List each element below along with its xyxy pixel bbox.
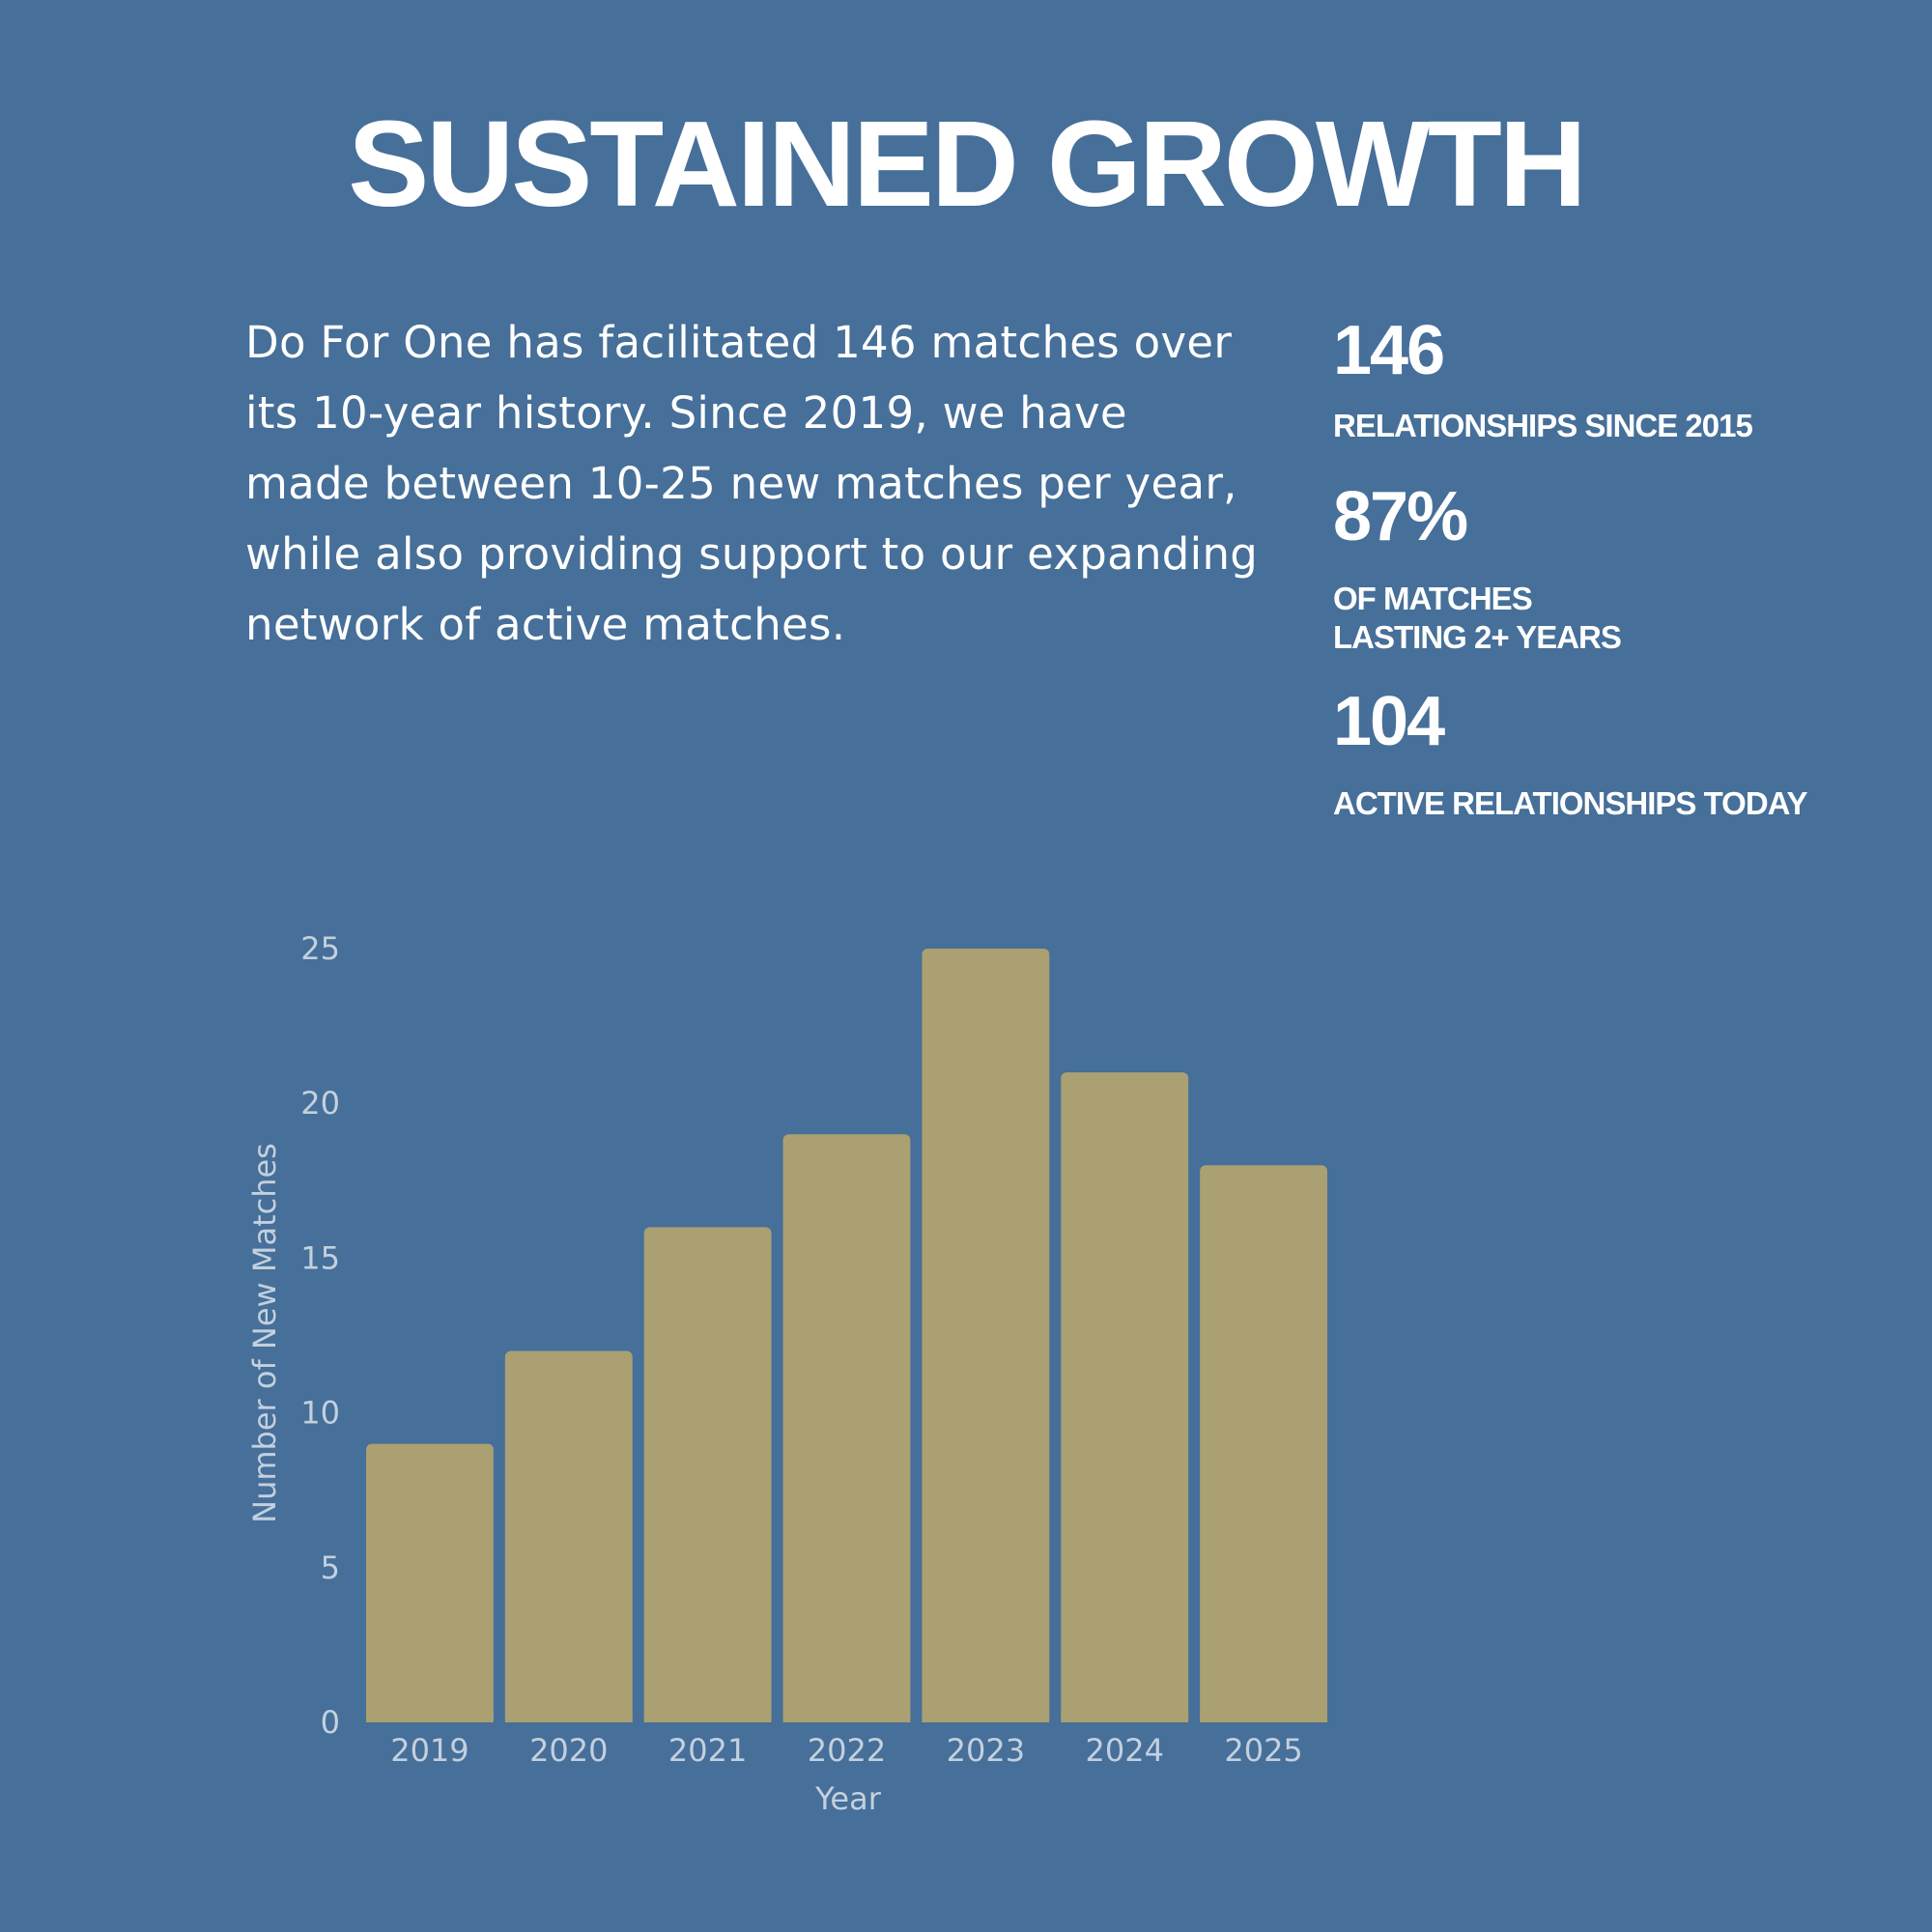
bars xyxy=(366,949,1327,1722)
stat-value: 87% xyxy=(1333,478,1468,555)
stat-total-relationships: 146 RELATIONSHIPS SINCE 2015 xyxy=(1333,312,1913,445)
x-tick-label: 2025 xyxy=(1224,1732,1302,1769)
bar-base-2021 xyxy=(643,1713,772,1722)
y-axis-title: Number of New Matches xyxy=(246,1143,283,1523)
x-tick-label: 2019 xyxy=(390,1732,469,1769)
bar-2022 xyxy=(782,1134,911,1722)
x-axis-ticks: 2019 2020 2021 2022 2023 2024 2025 xyxy=(390,1732,1303,1769)
intro-paragraph: Do For One has facilitated 146 matches o… xyxy=(245,317,1259,650)
x-tick-label: 2023 xyxy=(947,1732,1025,1769)
stat-label: RELATIONSHIPS SINCE 2015 xyxy=(1333,408,1753,443)
bar-base-2022 xyxy=(782,1713,911,1722)
bar-2020 xyxy=(504,1350,633,1722)
stat-label: OF MATCHES LASTING 2+ YEARS xyxy=(1333,581,1622,655)
x-tick-label: 2022 xyxy=(808,1732,886,1769)
x-axis-title: Year xyxy=(814,1780,882,1817)
y-axis-ticks: 0 5 10 15 20 25 xyxy=(300,930,340,1741)
stat-active-relationships: 104 ACTIVE RELATIONSHIPS TODAY xyxy=(1333,683,1913,823)
bar-2019 xyxy=(366,1443,494,1722)
x-tick-label: 2021 xyxy=(668,1732,747,1769)
bar-2023 xyxy=(922,949,1050,1722)
stat-lasting-matches: 87% OF MATCHES LASTING 2+ YEARS xyxy=(1333,478,1913,657)
bar-base-2020 xyxy=(504,1713,633,1722)
y-tick-label: 5 xyxy=(321,1549,340,1586)
y-tick-label: 20 xyxy=(300,1085,340,1122)
y-tick-label: 0 xyxy=(321,1704,340,1741)
y-tick-label: 25 xyxy=(300,930,340,967)
x-tick-label: 2024 xyxy=(1085,1732,1163,1769)
bar-2021 xyxy=(643,1227,772,1722)
bar-2024 xyxy=(1061,1072,1189,1722)
bar-2025 xyxy=(1200,1165,1327,1722)
y-tick-label: 15 xyxy=(300,1239,340,1276)
x-tick-label: 2020 xyxy=(529,1732,608,1769)
y-tick-label: 10 xyxy=(300,1395,340,1432)
bar-base-2025 xyxy=(1200,1713,1327,1722)
stat-value: 146 xyxy=(1333,312,1445,389)
bar-base-2023 xyxy=(922,1713,1050,1722)
bar-base-2024 xyxy=(1061,1713,1189,1722)
stat-label: ACTIVE RELATIONSHIPS TODAY xyxy=(1333,785,1807,821)
stat-value: 104 xyxy=(1333,683,1445,760)
page-title: SUSTAINED GROWTH xyxy=(348,96,1587,232)
bar-base-2019 xyxy=(366,1713,494,1722)
